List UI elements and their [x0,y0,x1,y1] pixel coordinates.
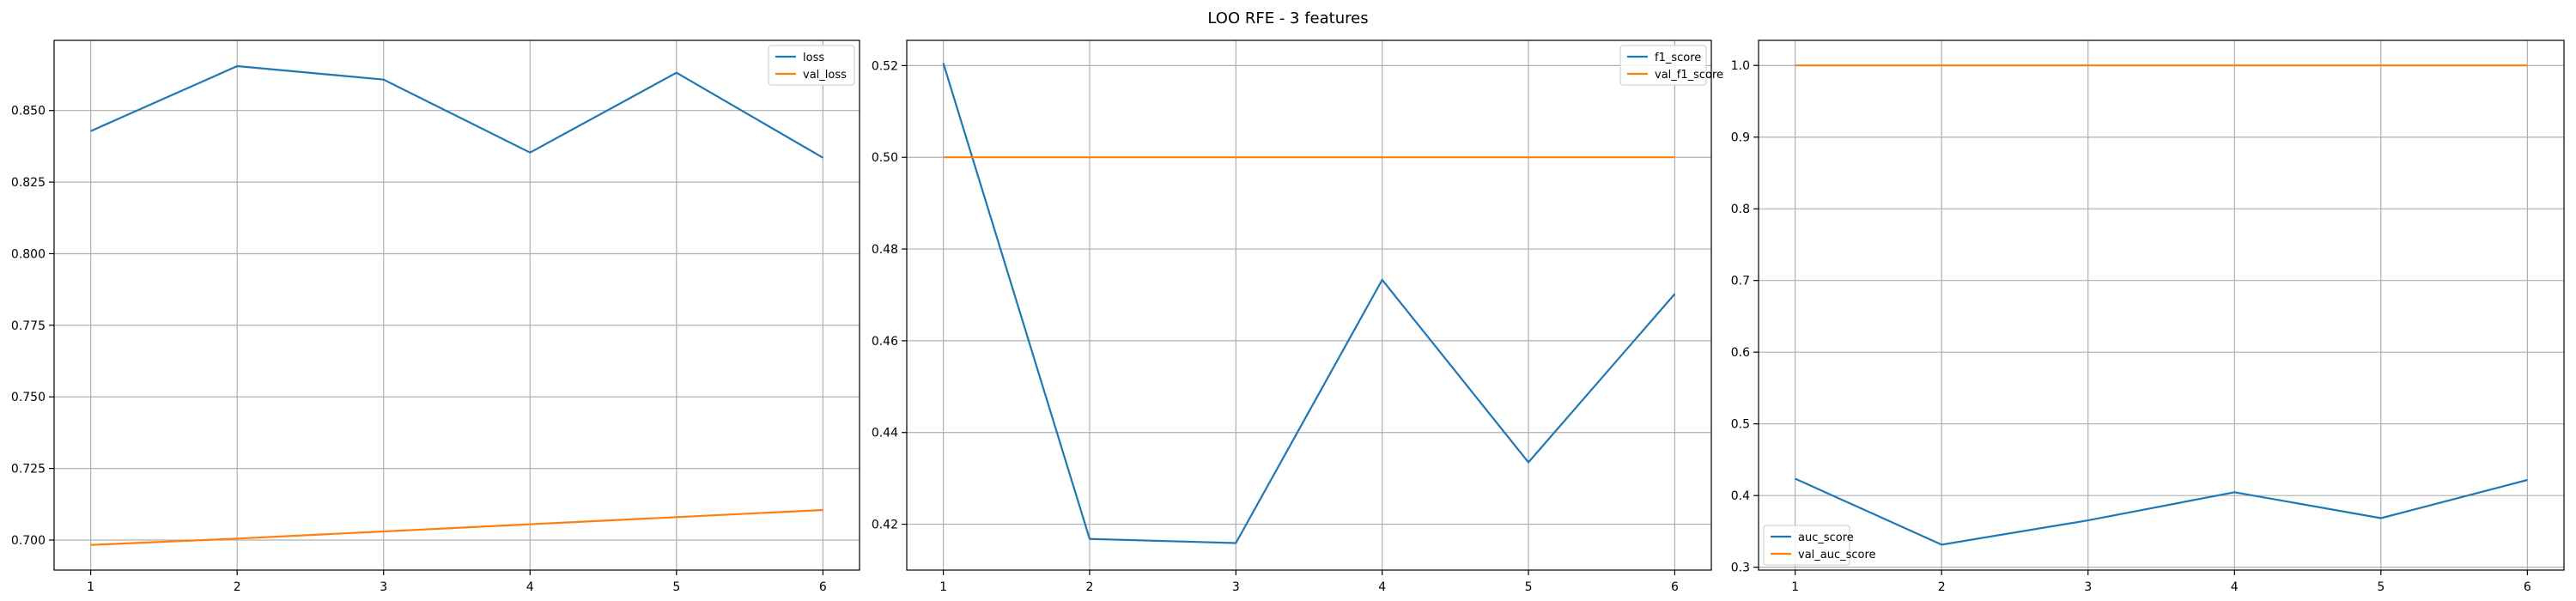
figure-title: LOO RFE - 3 features [1207,9,1368,27]
chart-panel-auc: 1 2 3 4 5 6 0.3 0.4 0.5 0.6 0.7 0.8 0.9 1.0 auc_scorev… [1731,39,2565,594]
axes-frame [53,39,860,571]
y-tick-label: 0.3 [1731,562,1750,575]
x-tick-label: 5 [1525,580,1533,594]
y-tick-label: 0.775 [11,319,46,333]
y-tick-label: 0.9 [1731,131,1750,145]
chart-panel-loss: 1 2 3 4 5 6 0.700 0.725 0.750 0.775 0.800 0.825 0.85… [11,39,860,594]
y-tick-label: 0.825 [11,176,46,190]
x-tick-label: 6 [1671,580,1679,594]
y-tick-label: 0.48 [872,243,898,257]
y-tick-label: 0.42 [872,519,898,532]
x-tick-label: 2 [234,580,241,594]
y-tick-label: 0.6 [1731,346,1750,360]
y-tick-label: 0.52 [872,59,898,73]
y-tick-label: 0.850 [11,105,46,118]
x-tick-label: 2 [1085,580,1093,594]
x-tick-label: 2 [1938,580,1946,594]
x-tick-label: 5 [2377,580,2385,594]
y-tick-label: 0.800 [11,247,46,261]
legend-box [768,45,855,86]
series-line-val_loss [90,508,823,546]
chart-panel-f1: 1 2 3 4 5 6 0.42 0.44 0.46 0.48 0.50 0.52 f1_scoreva… [872,39,1723,594]
y-tick-label: 0.7 [1731,275,1750,288]
y-tick-label: 0.50 [872,151,898,165]
x-tick-label: 5 [672,580,680,594]
legend-box [1619,45,1707,86]
legend-label: val_auc_score [1798,549,1876,562]
x-tick-label: 1 [939,580,947,594]
axes-frame [906,39,1712,571]
y-tick-label: 0.8 [1731,203,1750,216]
x-tick-label: 3 [2084,580,2092,594]
legend-label: val_loss [803,69,847,82]
legend-box [1763,525,1850,566]
x-tick-label: 1 [1791,580,1799,594]
x-tick-label: 4 [2231,580,2239,594]
x-tick-label: 3 [1232,580,1240,594]
y-tick-label: 0.750 [11,391,46,404]
x-tick-label: 6 [2524,580,2531,594]
series-line-auc_score [1795,477,2528,546]
x-tick-label: 4 [526,580,534,594]
legend-label: auc_score [1798,531,1854,544]
y-tick-label: 0.725 [11,463,46,477]
y-tick-label: 0.46 [872,335,898,349]
axes-frame [1758,39,2565,571]
y-tick-label: 0.4 [1731,489,1750,503]
y-tick-label: 0.44 [872,427,898,440]
legend-label: loss [803,52,824,64]
x-tick-label: 1 [87,580,94,594]
y-tick-label: 0.5 [1731,418,1750,432]
series-line-f1_score [942,63,1676,544]
y-tick-label: 0.700 [11,534,46,548]
y-tick-label: 1.0 [1731,59,1750,73]
legend-label: val_f1_score [1655,69,1723,82]
x-tick-label: 4 [1378,580,1386,594]
x-tick-label: 3 [380,580,387,594]
legend-label: f1_score [1655,52,1701,64]
x-tick-label: 6 [819,580,827,594]
series-line-loss [90,64,823,159]
